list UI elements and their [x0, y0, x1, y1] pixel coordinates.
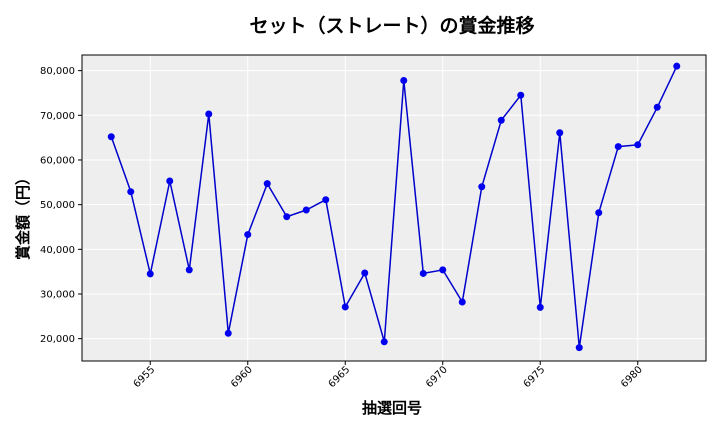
y-tick-label: 50,000 — [40, 200, 75, 211]
data-point — [556, 129, 564, 137]
data-point — [146, 270, 154, 278]
x-axis: 6955 6960 6965 6970 6975 6980 — [132, 361, 645, 390]
chart-title: セット（ストレート）の賞金推移 — [249, 14, 534, 37]
data-point — [575, 344, 583, 352]
x-tick-label: 6955 — [132, 364, 158, 390]
x-tick-label: 6980 — [619, 364, 645, 390]
data-point — [263, 180, 271, 188]
data-point — [322, 196, 330, 204]
series-layer — [107, 62, 681, 352]
data-point — [536, 303, 544, 311]
x-tick-label: 6965 — [327, 364, 353, 390]
data-point — [673, 62, 681, 70]
x-tick-label: 6975 — [522, 364, 548, 390]
data-point — [361, 269, 369, 277]
data-point — [302, 206, 310, 214]
data-point — [380, 338, 388, 346]
x-axis-label: 抽選回号 — [362, 399, 422, 417]
data-point — [439, 266, 447, 274]
data-point — [400, 76, 408, 84]
data-point — [497, 116, 505, 124]
data-point — [283, 213, 291, 221]
y-tick-label: 60,000 — [40, 155, 75, 166]
y-tick-label: 30,000 — [40, 289, 75, 300]
data-point — [244, 231, 252, 239]
data-point — [458, 298, 466, 306]
y-tick-label: 80,000 — [40, 66, 75, 77]
data-point — [205, 110, 213, 118]
x-tick-label: 6960 — [229, 364, 255, 390]
data-point — [185, 266, 193, 274]
y-axis-label: 賞金額（円） — [14, 170, 32, 260]
series-line — [110, 65, 678, 348]
data-point — [127, 188, 135, 196]
data-point — [595, 209, 603, 217]
data-point — [478, 183, 486, 191]
plot-frame — [81, 54, 707, 362]
y-tick-label: 70,000 — [40, 111, 75, 122]
x-tick-label: 6970 — [424, 364, 450, 390]
data-point — [419, 269, 427, 277]
data-point — [166, 177, 174, 185]
data-point — [341, 303, 349, 311]
data-point — [634, 141, 642, 149]
y-tick-label: 40,000 — [40, 245, 75, 256]
data-point — [107, 133, 115, 141]
data-point — [653, 103, 661, 111]
data-point — [517, 91, 525, 99]
data-point — [614, 143, 622, 151]
data-point — [224, 329, 232, 337]
y-axis: 20,000 30,000 40,000 50,000 60,000 70,000 80,0… — [40, 66, 82, 345]
y-tick-label: 20,000 — [40, 334, 75, 345]
